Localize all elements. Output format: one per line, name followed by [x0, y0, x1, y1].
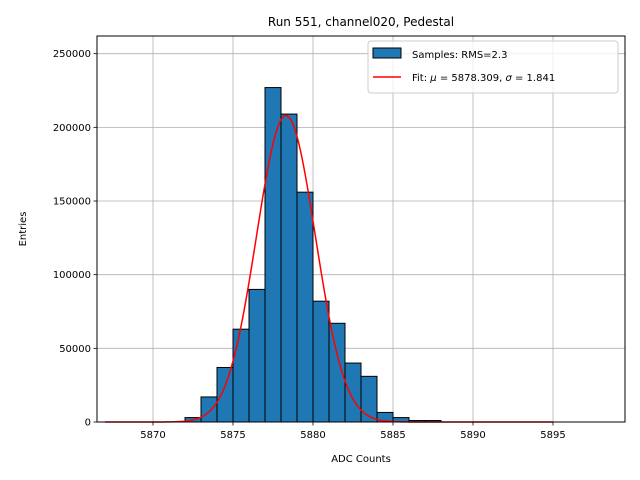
y-axis-label: Entries [18, 212, 29, 247]
histogram-bar [232, 328, 250, 423]
histogram-bar [248, 288, 266, 423]
legend-samples-label: Samples: RMS=2.3 [412, 50, 507, 61]
histogram-bar [296, 191, 314, 423]
histogram-bar [200, 396, 218, 423]
legend-box [367, 40, 619, 94]
y-tick-label: 250000 [53, 49, 91, 60]
legend-mu-value: = 5878.309, [437, 73, 506, 84]
x-tick-label: 5870 [140, 430, 165, 441]
y-tick-label: 100000 [53, 270, 91, 281]
x-axis-label: ADC Counts [331, 454, 391, 465]
legend-fit-prefix: Fit: [412, 73, 430, 84]
histogram-bars [184, 87, 442, 423]
y-tick-label: 200000 [53, 123, 91, 134]
legend-fit-label: Fit: μ = 5878.309, σ = 1.841 [412, 73, 555, 84]
histogram-bar [360, 375, 378, 423]
x-tick-label: 5875 [220, 430, 245, 441]
y-axis-ticks: 0 50000 100000 150000 200000 250000 [53, 49, 97, 429]
x-tick-label: 5885 [380, 430, 405, 441]
y-tick-label: 150000 [53, 197, 91, 208]
histogram-bar [344, 362, 362, 423]
chart-title: Run 551, channel020, Pedestal [268, 15, 454, 29]
legend: Samples: RMS=2.3 Fit: μ = 5878.309, σ = … [367, 40, 619, 94]
x-tick-label: 5895 [540, 430, 565, 441]
x-axis-ticks: 5870 5875 5880 5885 5890 5895 [140, 422, 566, 441]
histogram-bar [280, 113, 298, 423]
x-tick-label: 5890 [460, 430, 485, 441]
plot-area-frame [96, 35, 626, 423]
legend-sigma-symbol: σ [505, 73, 512, 84]
legend-mu-symbol: μ [429, 73, 436, 84]
x-tick-label: 5880 [300, 430, 325, 441]
histogram-bar [216, 366, 234, 423]
histogram-bar [312, 300, 330, 423]
legend-samples-swatch [372, 47, 402, 59]
y-tick-label: 0 [85, 418, 91, 429]
legend-sigma-value: = 1.841 [512, 73, 555, 84]
histogram-bar [264, 87, 282, 423]
y-tick-label: 50000 [59, 344, 91, 355]
